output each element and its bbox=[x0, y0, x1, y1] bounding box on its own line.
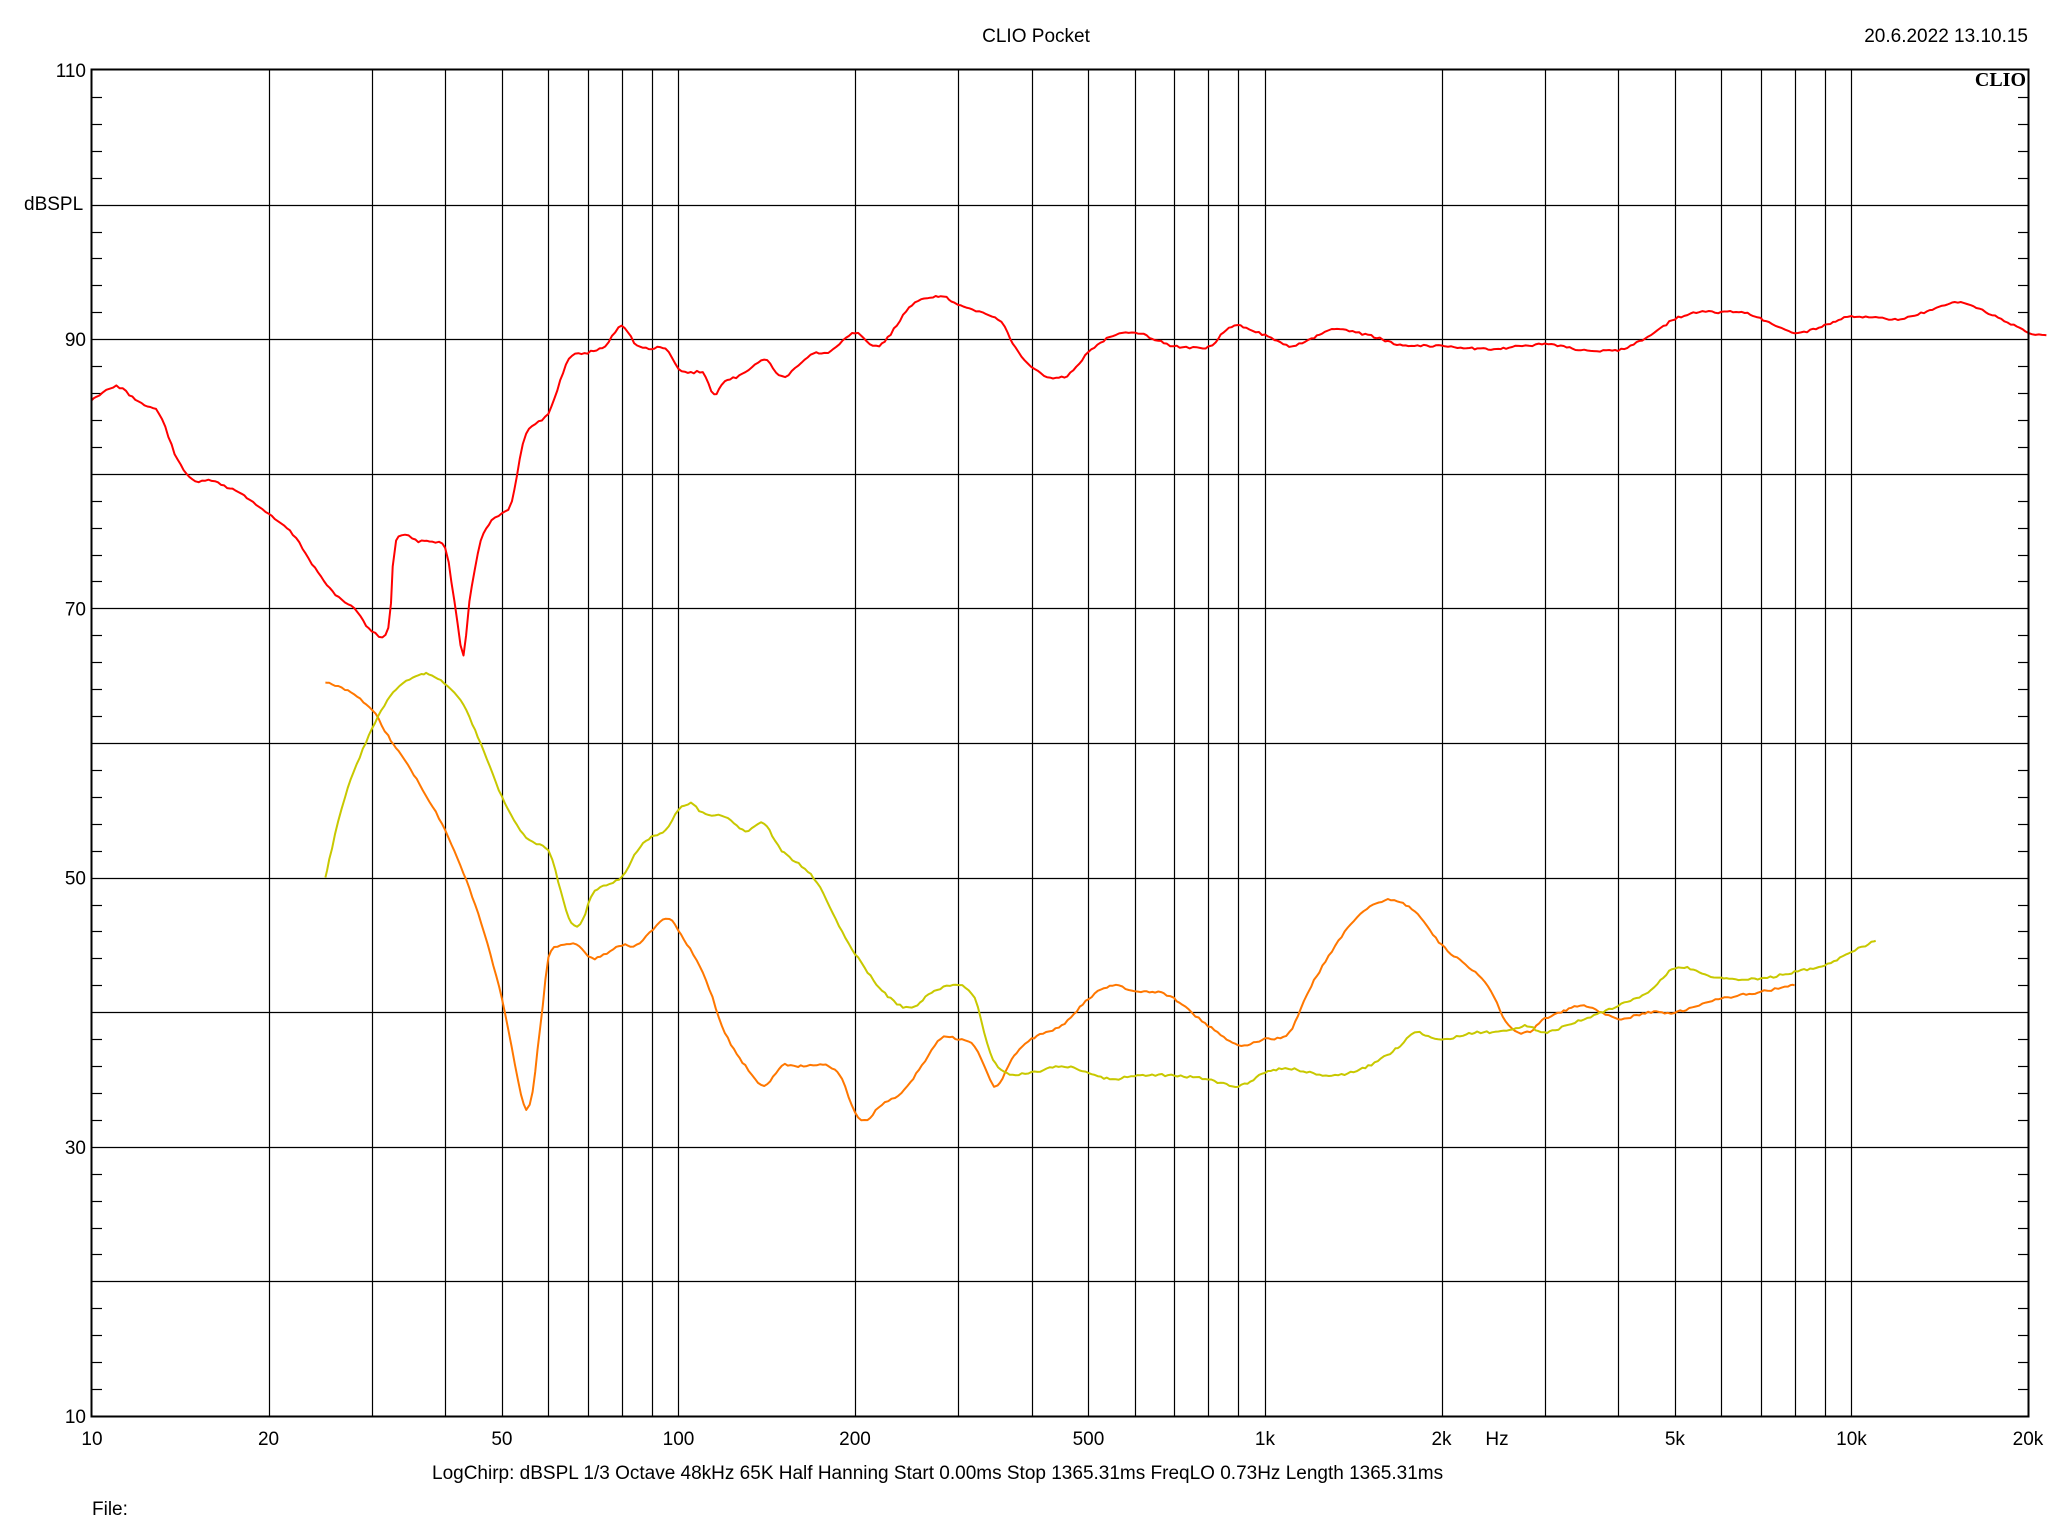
x-tick-label-2k: 2k bbox=[1431, 1429, 1452, 1450]
clio-logo: CLIO bbox=[1975, 69, 2026, 91]
grid bbox=[92, 70, 2028, 1416]
y-tick-label-70: 70 bbox=[65, 599, 86, 620]
series-line-2 bbox=[324, 671, 1876, 1088]
y-tick-label-50: 50 bbox=[65, 869, 86, 890]
x-tick-label-50: 50 bbox=[491, 1429, 512, 1450]
y-axis-unit-label: dBSPL bbox=[24, 194, 83, 215]
y-tick-label-110: 110 bbox=[56, 61, 86, 82]
x-tick-label-20: 20 bbox=[258, 1429, 279, 1450]
file-label: File: bbox=[92, 1499, 128, 1520]
series-layer bbox=[91, 295, 2047, 1122]
measurement-settings: LogChirp: dBSPL 1/3 Octave 48kHz 65K Hal… bbox=[432, 1463, 1444, 1484]
y-tick-label-30: 30 bbox=[65, 1138, 86, 1159]
series-line-0 bbox=[91, 295, 2047, 657]
x-tick-label-20k: 20k bbox=[2013, 1429, 2044, 1450]
series-line-1 bbox=[325, 681, 1795, 1122]
x-tick-label-10: 10 bbox=[81, 1429, 102, 1450]
x-tick-label-100: 100 bbox=[663, 1429, 695, 1450]
timestamp: 20.6.2022 13.10.15 bbox=[1864, 26, 2028, 47]
x-tick-label-5k: 5k bbox=[1665, 1429, 1686, 1450]
tick-labels: 10 20 50 100 200 500 1k 2k 5k 10k 20k 10 30 50 70 90 110 bbox=[56, 61, 2044, 1450]
x-tick-label-1k: 1k bbox=[1255, 1429, 1276, 1450]
plot-frame bbox=[90, 68, 2030, 1418]
x-tick-label-200: 200 bbox=[839, 1429, 871, 1450]
y-tick-label-10: 10 bbox=[65, 1407, 86, 1428]
x-axis-unit-label: Hz bbox=[1485, 1429, 1508, 1450]
x-tick-label-10k: 10k bbox=[1836, 1429, 1867, 1450]
x-tick-label-500: 500 bbox=[1073, 1429, 1105, 1450]
y-tick-label-90: 90 bbox=[65, 330, 86, 351]
chart-title: CLIO Pocket bbox=[982, 26, 1090, 47]
